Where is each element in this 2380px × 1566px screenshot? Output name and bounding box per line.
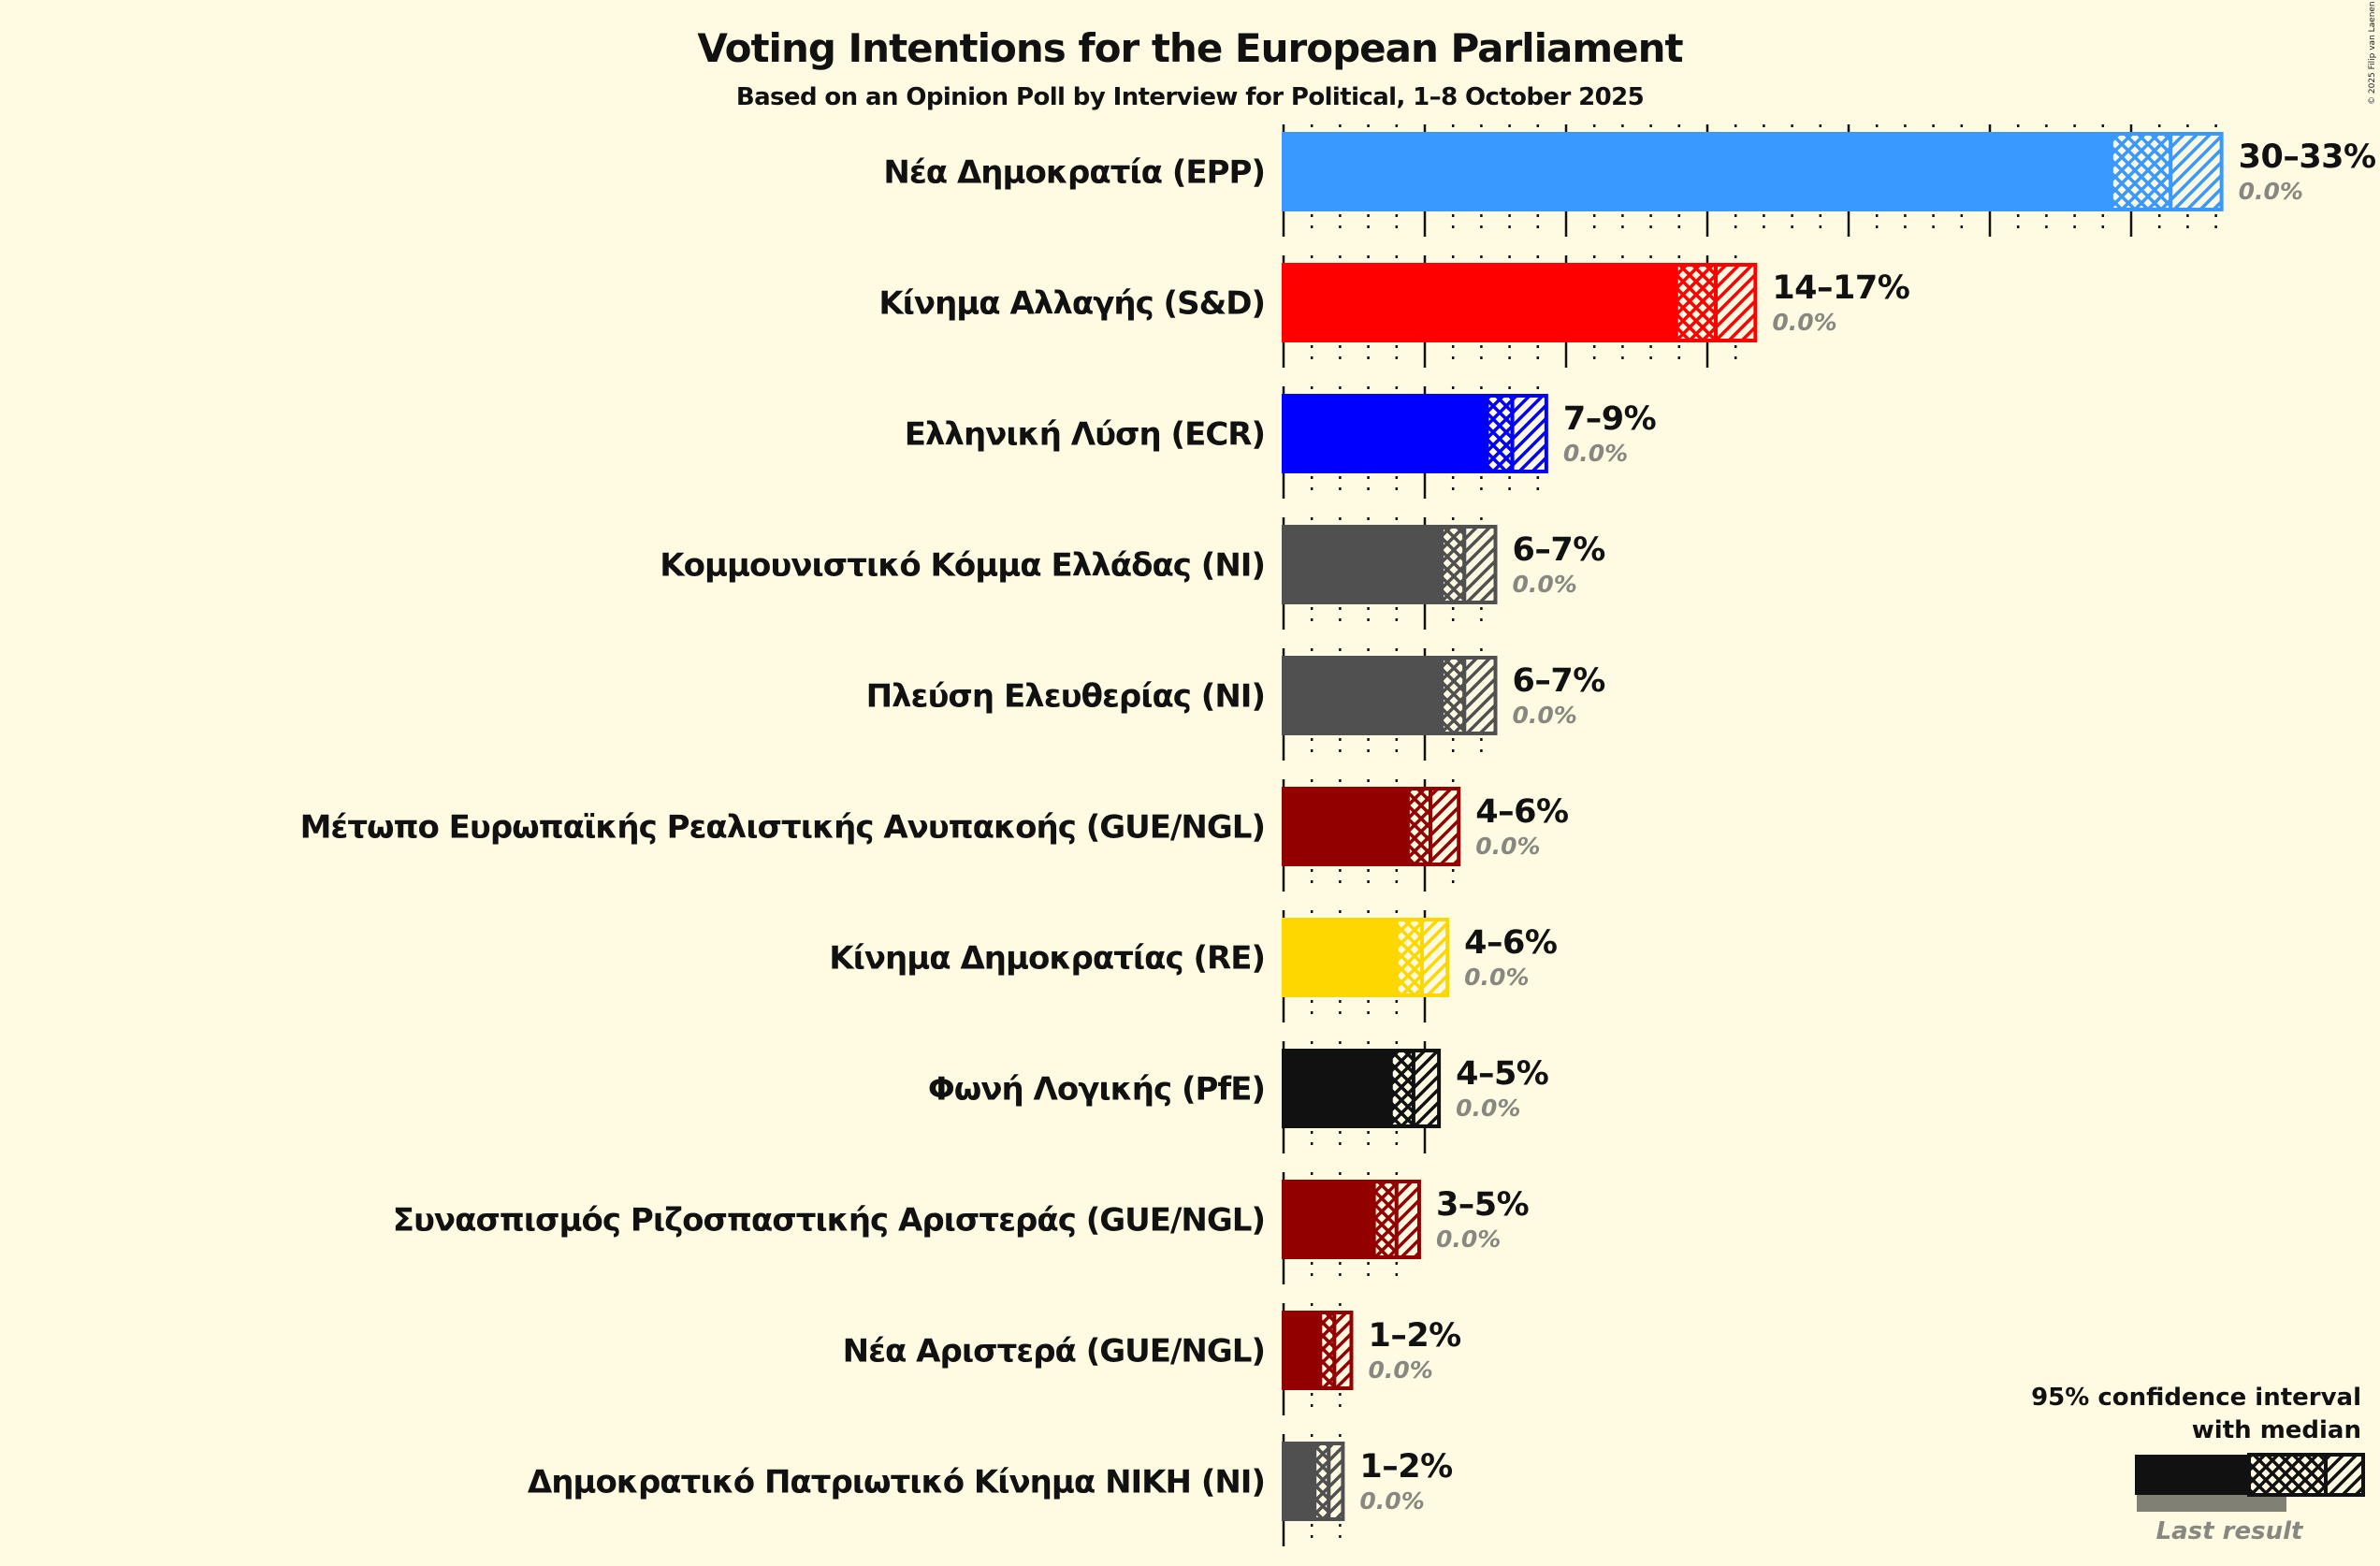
bar-row: Νέα Αριστερά (GUE/NGL) 1–2%0.0%: [843, 1311, 1461, 1390]
range-label: 1–2%: [1368, 1317, 1460, 1355]
bar-solid: [1282, 656, 1443, 735]
chart-title: Voting Intentions for the European Parli…: [697, 25, 1683, 71]
bar-row: Κίνημα Δημοκρατίας (RE) 4–6%0.0%: [829, 918, 1558, 997]
last-result-label: 0.0%: [1475, 833, 1540, 860]
party-label: Φωνή Λογικής (PfE): [928, 1071, 1265, 1109]
party-label: Ελληνική Λύση (ECR): [905, 416, 1265, 454]
last-result-label: 0.0%: [1563, 440, 1628, 467]
range-label: 3–5%: [1436, 1186, 1529, 1224]
bar-ci-upper-hatch: [2169, 132, 2224, 211]
bar-row: Ελληνική Λύση (ECR) 7–9%0.0%: [905, 394, 1657, 473]
last-result-label: 0.0%: [2239, 178, 2303, 205]
range-label: 14–17%: [1772, 269, 1909, 307]
legend-title-line1: 95% confidence interval: [2031, 1384, 2361, 1412]
bar-solid: [1282, 787, 1408, 866]
range-label: 4–6%: [1464, 924, 1557, 962]
bar-ci-lower-crosshatch: [1318, 1311, 1337, 1390]
bar-ci-lower-crosshatch: [1405, 787, 1433, 866]
bar-row: Κομμουνιστικό Κόμμα Ελλάδας (NI) 6–7%0.0%: [660, 525, 1605, 604]
bar-ci-lower-crosshatch: [1394, 918, 1424, 997]
party-label: Κίνημα Αλλαγής (S&D): [878, 285, 1265, 323]
bar-solid: [1282, 1180, 1374, 1259]
bar-row: Νέα Δημοκρατία (EPP) 30–33%0.0%: [883, 132, 2376, 211]
last-result-label: 0.0%: [1359, 1487, 1424, 1515]
legend-ci-hatch: [2324, 1453, 2365, 1497]
bar-ci-lower-crosshatch: [1440, 525, 1467, 604]
bar-solid: [1282, 263, 1676, 342]
bar-ci-upper-hatch: [1429, 787, 1461, 866]
legend-last-result-swatch: [2137, 1494, 2286, 1512]
range-label: 6–7%: [1513, 662, 1605, 700]
copyright-notice: © 2025 Filip van Laenen: [2368, 1, 2377, 105]
party-label: Πλεύση Ελευθερίας (NI): [866, 678, 1265, 716]
legend-ci-crosshatch: [2247, 1453, 2328, 1497]
bar-ci-lower-crosshatch: [1388, 1049, 1415, 1128]
bar-row: Πλεύση Ελευθερίας (NI) 6–7%0.0%: [866, 656, 1605, 735]
bar-solid: [1282, 1311, 1321, 1390]
range-label: 4–5%: [1456, 1055, 1548, 1093]
bar-ci-lower-crosshatch: [2109, 132, 2173, 211]
bar-row: Δημοκρατικό Πατριωτικό Κίνημα ΝΙΚΗ (NI) 1…: [528, 1442, 1453, 1521]
bar-ci-lower-crosshatch: [1371, 1180, 1399, 1259]
range-label: 4–6%: [1475, 793, 1568, 831]
legend-title-line2: with median: [2192, 1416, 2361, 1444]
bar-ci-lower-crosshatch: [1485, 394, 1515, 473]
party-label: Νέα Αριστερά (GUE/NGL): [843, 1333, 1265, 1370]
bar-ci-lower-crosshatch: [1674, 263, 1719, 342]
bar-solid: [1282, 525, 1443, 604]
bar-ci-upper-hatch: [1327, 1442, 1345, 1521]
bar-ci-upper-hatch: [1394, 1180, 1421, 1259]
bar-solid: [1282, 1049, 1391, 1128]
bar-ci-lower-crosshatch: [1440, 656, 1467, 735]
party-label: Κομμουνιστικό Κόμμα Ελλάδας (NI): [660, 547, 1265, 585]
range-label: 6–7%: [1513, 531, 1605, 569]
party-label: Νέα Δημοκρατία (EPP): [883, 154, 1265, 192]
last-result-label: 0.0%: [1513, 571, 1577, 598]
bar-solid: [1282, 918, 1397, 997]
bar-ci-upper-hatch: [1419, 918, 1450, 997]
bar-ci-upper-hatch: [1332, 1311, 1354, 1390]
bar-ci-upper-hatch: [1462, 656, 1498, 735]
bar-ci-lower-crosshatch: [1313, 1442, 1331, 1521]
last-result-label: 0.0%: [1464, 964, 1529, 991]
bar-row: Φωνή Λογικής (PfE) 4–5%0.0%: [928, 1049, 1549, 1128]
bar-ci-upper-hatch: [1462, 525, 1498, 604]
legend-ci-solid: [2135, 1455, 2249, 1495]
bar-row: Κίνημα Αλλαγής (S&D) 14–17%0.0%: [878, 263, 1910, 342]
party-label: Δημοκρατικό Πατριωτικό Κίνημα ΝΙΚΗ (NI): [528, 1464, 1265, 1501]
bar-ci-upper-hatch: [1510, 394, 1548, 473]
bar-ci-upper-hatch: [1714, 263, 1758, 342]
bar-solid: [1282, 132, 2112, 211]
range-label: 30–33%: [2239, 138, 2376, 176]
legend: 95% confidence interval with median Last…: [2031, 1384, 2365, 1545]
bar-row: Μέτωπο Ευρωπαϊκής Ρεαλιστικής Ανυπακοής …: [300, 787, 1569, 866]
chart-subtitle: Based on an Opinion Poll by Interview fo…: [736, 83, 1644, 111]
party-label: Συνασπισμός Ριζοσπαστικής Αριστεράς (GUE…: [393, 1202, 1265, 1240]
bar-rows: Νέα Δημοκρατία (EPP) 30–33%0.0%Κίνημα Αλλ…: [300, 132, 2376, 1521]
party-label: Κίνημα Δημοκρατίας (RE): [829, 940, 1265, 978]
last-result-label: 0.0%: [1513, 702, 1577, 729]
range-label: 1–2%: [1359, 1448, 1452, 1486]
bar-solid: [1282, 1442, 1315, 1521]
last-result-label: 0.0%: [1368, 1356, 1432, 1384]
range-label: 7–9%: [1563, 400, 1656, 438]
last-result-label: 0.0%: [1436, 1225, 1501, 1253]
legend-last-result-label: Last result: [2156, 1517, 2304, 1545]
bar-row: Συνασπισμός Ριζοσπαστικής Αριστεράς (GUE…: [393, 1180, 1530, 1259]
last-result-label: 0.0%: [1772, 309, 1836, 336]
party-label: Μέτωπο Ευρωπαϊκής Ρεαλιστικής Ανυπακοής …: [300, 809, 1265, 847]
bar-ci-upper-hatch: [1411, 1049, 1442, 1128]
bar-solid: [1282, 394, 1488, 473]
last-result-label: 0.0%: [1456, 1095, 1520, 1122]
